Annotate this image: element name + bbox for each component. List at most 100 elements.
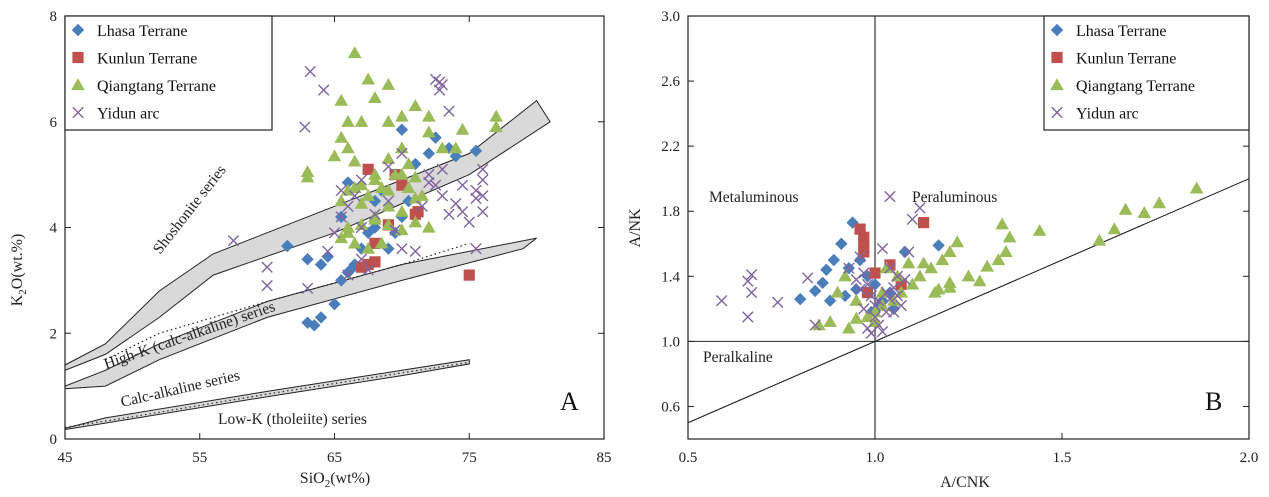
qiangtang-data-point bbox=[901, 256, 916, 269]
lhasa-data-point bbox=[314, 311, 328, 324]
qiangtang-data-point bbox=[455, 122, 470, 135]
lhasa-data-point bbox=[808, 284, 822, 298]
yidun-data-point bbox=[304, 65, 316, 78]
kunlun-data-point bbox=[362, 258, 374, 271]
yidun-data-point bbox=[865, 327, 877, 339]
lhasa-data-point bbox=[835, 237, 848, 250]
qiangtang-data-point bbox=[991, 253, 1006, 266]
lhasa-data-point bbox=[820, 263, 833, 276]
y-tick-label: 1.4 bbox=[661, 269, 680, 285]
yidun-data-point bbox=[436, 190, 448, 202]
yidun-data-point bbox=[858, 303, 870, 315]
kunlun-data-point bbox=[854, 223, 866, 235]
lhasa-data-point bbox=[395, 123, 409, 136]
yidun-data-point bbox=[299, 121, 311, 133]
lhasa-data-point bbox=[887, 302, 900, 316]
qiangtang-data-point bbox=[395, 223, 409, 236]
qiangtang-data-point bbox=[913, 269, 927, 282]
kunlun-data-point bbox=[858, 238, 870, 250]
yidun-data-point bbox=[382, 195, 395, 207]
y-tick-label: 2.6 bbox=[661, 74, 680, 90]
qiangtang-data-point bbox=[368, 212, 382, 225]
y-tick-label: 0 bbox=[50, 432, 58, 448]
yidun-data-point bbox=[745, 268, 758, 281]
x-tick-label: 85 bbox=[597, 450, 612, 466]
qiangtang-data-point bbox=[422, 220, 436, 233]
qiangtang-data-point bbox=[1118, 202, 1133, 215]
yidun-data-point bbox=[880, 286, 892, 299]
yidun-data-point bbox=[914, 202, 926, 214]
legend-marker-qiangtang bbox=[1050, 78, 1064, 91]
x-tick-label: 75 bbox=[462, 450, 477, 466]
qiangtang-data-point bbox=[842, 321, 856, 334]
legend-box-a bbox=[64, 15, 273, 131]
yidun-data-point bbox=[443, 105, 455, 117]
qiangtang-data-point bbox=[838, 269, 852, 282]
yidun-data-point bbox=[899, 273, 911, 286]
series-boundary-band bbox=[65, 237, 537, 390]
qiangtang-data-point bbox=[448, 141, 463, 154]
yidun-data-point bbox=[369, 208, 381, 220]
qiangtang-data-point bbox=[924, 261, 938, 274]
y-axis-title-a: K2O(wt.%) bbox=[9, 234, 29, 307]
yidun-data-point bbox=[861, 322, 874, 335]
legend-marker-kunlun bbox=[1051, 51, 1063, 64]
yidun-data-point bbox=[470, 192, 482, 205]
qiangtang-data-point bbox=[381, 114, 396, 127]
legend-a: Lhasa Terrane Kunlun Terrane Qiangtang Ter… bbox=[64, 15, 273, 131]
qiangtang-data-point bbox=[812, 318, 826, 331]
yidun-data-point bbox=[884, 293, 896, 305]
qiangtang-data-point bbox=[300, 165, 315, 178]
y-tick-label: 2 bbox=[50, 326, 58, 342]
legend-label-kunlun: Kunlun Terrane bbox=[97, 51, 197, 68]
yidun-data-point bbox=[342, 200, 354, 213]
qiangtang-data-point bbox=[905, 277, 920, 290]
qiangtang-data-point bbox=[435, 141, 450, 154]
qiangtang-data-point bbox=[334, 130, 349, 143]
qiangtang-data-point bbox=[999, 245, 1013, 258]
kunlun-data-point bbox=[355, 261, 368, 273]
x-tick-label: 0.5 bbox=[679, 450, 698, 466]
qiangtang-data-point bbox=[823, 315, 837, 327]
yidun-data-point bbox=[409, 245, 422, 257]
qiangtang-data-point bbox=[1137, 206, 1152, 218]
qiangtang-data-point bbox=[395, 204, 409, 217]
kunlun-data-point bbox=[412, 206, 424, 218]
legend-box-b bbox=[1043, 15, 1250, 131]
qiangtang-data-point bbox=[1189, 181, 1204, 194]
yidun-data-point bbox=[396, 242, 408, 255]
yidun-data-point bbox=[322, 245, 334, 257]
qiangtang-data-point bbox=[381, 183, 396, 196]
chart-panel-b: 0.5 1.0 1.5 2.0 0.6 1.0 1.4 1.8 2.2 2.6 3.0 Metalu… bbox=[627, 9, 1258, 491]
yidun-data-point bbox=[869, 299, 881, 312]
qiangtang-data-point bbox=[347, 46, 362, 59]
y-axis-title-b: A/NK bbox=[627, 208, 644, 248]
lhasa-data-point bbox=[846, 216, 859, 229]
yidun-data-point bbox=[801, 272, 814, 284]
legend-label-yidun: Yidun arc bbox=[1076, 106, 1139, 123]
qiangtang-data-point bbox=[347, 181, 362, 193]
qiangtang-data-point bbox=[943, 245, 957, 258]
yidun-data-point bbox=[854, 251, 866, 263]
lhasa-data-point bbox=[827, 253, 841, 267]
lhasa-data-point bbox=[898, 245, 912, 259]
qiangtang-data-point bbox=[980, 259, 994, 272]
series-boundary-band bbox=[65, 359, 470, 431]
yidun-data-point bbox=[396, 147, 408, 160]
lhasa-data-point bbox=[422, 147, 436, 160]
yidun-data-point bbox=[335, 211, 347, 223]
qiangtang-data-point bbox=[401, 181, 416, 193]
legend-label-lhasa: Lhasa Terrane bbox=[97, 23, 188, 40]
yidun-data-point bbox=[389, 224, 401, 236]
lhasa-data-point bbox=[328, 297, 341, 311]
lhasa-data-point bbox=[402, 194, 415, 208]
yidun-data-point bbox=[429, 179, 442, 191]
qiangtang-data-point bbox=[972, 274, 987, 287]
yidun-data-point bbox=[382, 160, 395, 173]
lhasa-data-point bbox=[469, 144, 483, 158]
yidun-data-point bbox=[861, 278, 874, 291]
x-tick-label: 55 bbox=[192, 450, 207, 466]
yidun-data-point bbox=[470, 184, 482, 197]
yidun-data-point bbox=[742, 275, 754, 287]
yidun-data-point bbox=[436, 79, 448, 91]
